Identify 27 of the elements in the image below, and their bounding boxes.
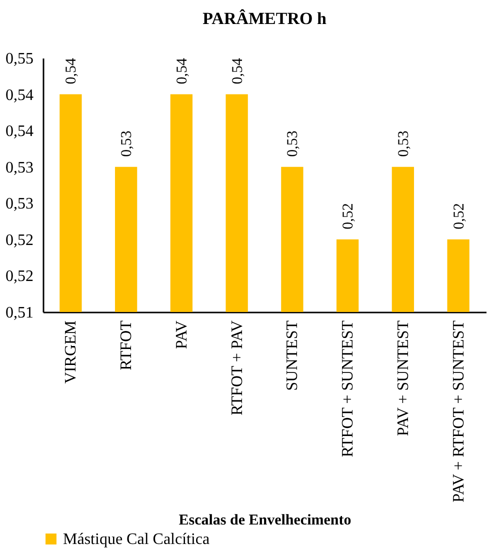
y-tick-label: 0,54	[6, 123, 34, 140]
x-tick-label: SUNTEST	[284, 320, 302, 391]
x-tick-label: RTFOT + PAV	[228, 320, 246, 416]
y-tick-label: 0,52	[6, 232, 34, 249]
x-tick-label: PAV	[173, 320, 190, 349]
legend-label: Mástique Cal Calcítica	[63, 531, 210, 548]
y-tick-label: 0,54	[6, 86, 34, 104]
data-label: 0,52	[451, 203, 468, 230]
data-label: 0,53	[119, 130, 136, 157]
data-label: 0,54	[64, 58, 80, 84]
x-tick-label: VIRGEM	[62, 320, 80, 384]
chart-title: PARÂMETRO h	[202, 9, 327, 28]
y-tick-label: 0,55	[6, 50, 34, 68]
data-label: 0,52	[340, 203, 357, 230]
x-tick-label: RTFOT	[118, 320, 136, 370]
x-tick-label: PAV + SUNTEST	[394, 320, 412, 436]
y-tick-label: 0,51	[6, 304, 34, 322]
x-tick-label: RTFOT + SUNTEST	[340, 320, 357, 458]
data-label: 0,53	[285, 130, 302, 157]
y-tick-label: 0,53	[6, 196, 34, 213]
data-label: 0,54	[174, 58, 190, 84]
data-label: 0,53	[396, 130, 412, 157]
x-tick-label: PAV + RTFOT + SUNTEST	[450, 320, 468, 502]
y-tick-label: 0,53	[6, 159, 34, 176]
y-tick-label: 0,52	[6, 268, 34, 286]
x-axis-title: Escalas de Envelhecimento	[178, 512, 352, 528]
data-label: 0,54	[230, 58, 246, 84]
